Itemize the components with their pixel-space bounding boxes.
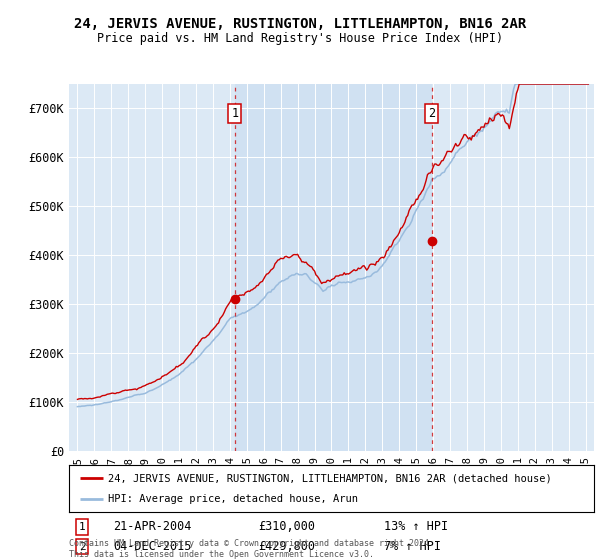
Text: Contains HM Land Registry data © Crown copyright and database right 2024.
This d: Contains HM Land Registry data © Crown c… [69,539,434,559]
Text: 13% ↑ HPI: 13% ↑ HPI [384,520,448,534]
Bar [235,84,432,451]
Text: HPI: Average price, detached house, Arun: HPI: Average price, detached house, Arun [109,494,358,504]
Text: £310,000: £310,000 [258,520,315,534]
Text: Price paid vs. HM Land Registry's House Price Index (HPI): Price paid vs. HM Land Registry's House … [97,32,503,45]
Text: £429,800: £429,800 [258,540,315,553]
Text: 7% ↑ HPI: 7% ↑ HPI [384,540,441,553]
Text: 2: 2 [79,542,86,552]
Text: 1: 1 [231,107,238,120]
Text: 21-APR-2004: 21-APR-2004 [113,520,192,534]
Text: 04-DEC-2015: 04-DEC-2015 [113,540,192,553]
Text: 24, JERVIS AVENUE, RUSTINGTON, LITTLEHAMPTON, BN16 2AR: 24, JERVIS AVENUE, RUSTINGTON, LITTLEHAM… [74,17,526,31]
Text: 24, JERVIS AVENUE, RUSTINGTON, LITTLEHAMPTON, BN16 2AR (detached house): 24, JERVIS AVENUE, RUSTINGTON, LITTLEHAM… [109,473,552,483]
Text: 1: 1 [79,522,86,532]
Text: 2: 2 [428,107,436,120]
